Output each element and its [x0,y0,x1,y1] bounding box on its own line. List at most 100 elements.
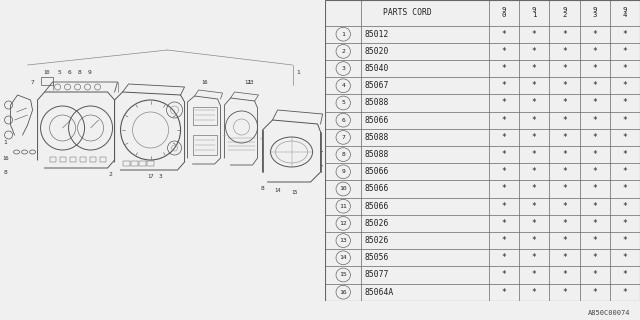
Text: *: * [623,219,627,228]
Text: 85088: 85088 [365,99,389,108]
Bar [139,161,145,166]
Text: *: * [562,219,567,228]
Text: 14: 14 [339,255,347,260]
Text: 6: 6 [341,118,345,123]
Text: 7: 7 [341,135,345,140]
Bar [49,157,56,162]
Text: *: * [592,270,597,279]
Text: *: * [532,64,536,73]
Text: 85026: 85026 [365,236,389,245]
Text: *: * [532,47,536,56]
Text: 10: 10 [339,187,347,191]
Text: *: * [562,202,567,211]
Text: 6: 6 [68,69,72,75]
Text: *: * [532,116,536,125]
Text: 85012: 85012 [365,30,389,39]
Text: *: * [532,202,536,211]
Bar [60,157,65,162]
Text: 85067: 85067 [365,81,389,90]
Text: 5: 5 [58,69,61,75]
Text: 13: 13 [247,79,254,84]
Text: 13: 13 [339,238,347,243]
Text: 17: 17 [147,174,154,180]
Text: *: * [562,270,567,279]
Text: *: * [592,167,597,176]
Text: *: * [532,236,536,245]
Text: *: * [592,236,597,245]
Text: PARTS CORD: PARTS CORD [383,8,431,17]
Text: *: * [562,167,567,176]
Text: 11: 11 [339,204,347,209]
Text: 9: 9 [341,169,345,174]
Text: *: * [532,288,536,297]
Bar [193,107,216,125]
Text: 85026: 85026 [365,219,389,228]
Text: *: * [532,167,536,176]
Text: *: * [623,133,627,142]
Text: 8: 8 [341,152,345,157]
Bar [131,161,138,166]
Text: *: * [623,236,627,245]
Text: 4: 4 [341,83,345,88]
Text: 85088: 85088 [365,150,389,159]
Text: *: * [502,288,506,297]
Text: 7: 7 [31,79,35,84]
Text: *: * [562,236,567,245]
Text: *: * [562,99,567,108]
Text: *: * [562,185,567,194]
Text: *: * [592,219,597,228]
Bar [147,161,154,166]
Text: 15: 15 [339,273,347,277]
Text: *: * [532,219,536,228]
Text: 14: 14 [275,188,281,193]
Text: *: * [502,150,506,159]
Text: *: * [562,116,567,125]
Text: 16: 16 [3,156,9,161]
Text: *: * [502,270,506,279]
Text: *: * [623,253,627,262]
Text: 9
4: 9 4 [623,7,627,19]
Text: 85056: 85056 [365,253,389,262]
Text: *: * [502,81,506,90]
Text: *: * [592,133,597,142]
Text: *: * [592,99,597,108]
Text: 85066: 85066 [365,167,389,176]
Text: 85020: 85020 [365,47,389,56]
Text: 10: 10 [44,69,50,75]
Text: 85088: 85088 [365,133,389,142]
Text: 9
3: 9 3 [593,7,597,19]
Text: *: * [502,219,506,228]
Text: *: * [532,133,536,142]
Text: *: * [562,30,567,39]
Text: *: * [623,30,627,39]
Text: *: * [592,202,597,211]
Text: *: * [623,288,627,297]
Text: *: * [623,167,627,176]
Text: *: * [502,236,506,245]
Text: 5: 5 [341,100,345,106]
Text: *: * [502,64,506,73]
Text: 9
1: 9 1 [532,7,536,19]
Text: *: * [623,64,627,73]
Text: *: * [502,133,506,142]
Text: 8: 8 [4,170,8,174]
Text: *: * [592,47,597,56]
Text: 12: 12 [244,79,251,84]
Text: 1: 1 [341,32,345,37]
Text: 85066: 85066 [365,185,389,194]
Bar [100,157,106,162]
Text: 85066: 85066 [365,202,389,211]
Text: *: * [532,270,536,279]
Text: *: * [592,150,597,159]
Text: 12: 12 [339,221,347,226]
Text: *: * [532,99,536,108]
Text: *: * [592,64,597,73]
Bar [79,157,86,162]
Text: 2: 2 [109,172,113,178]
Text: *: * [592,185,597,194]
Text: *: * [562,64,567,73]
Text: *: * [562,47,567,56]
Text: *: * [562,133,567,142]
Text: *: * [562,253,567,262]
Text: *: * [502,99,506,108]
